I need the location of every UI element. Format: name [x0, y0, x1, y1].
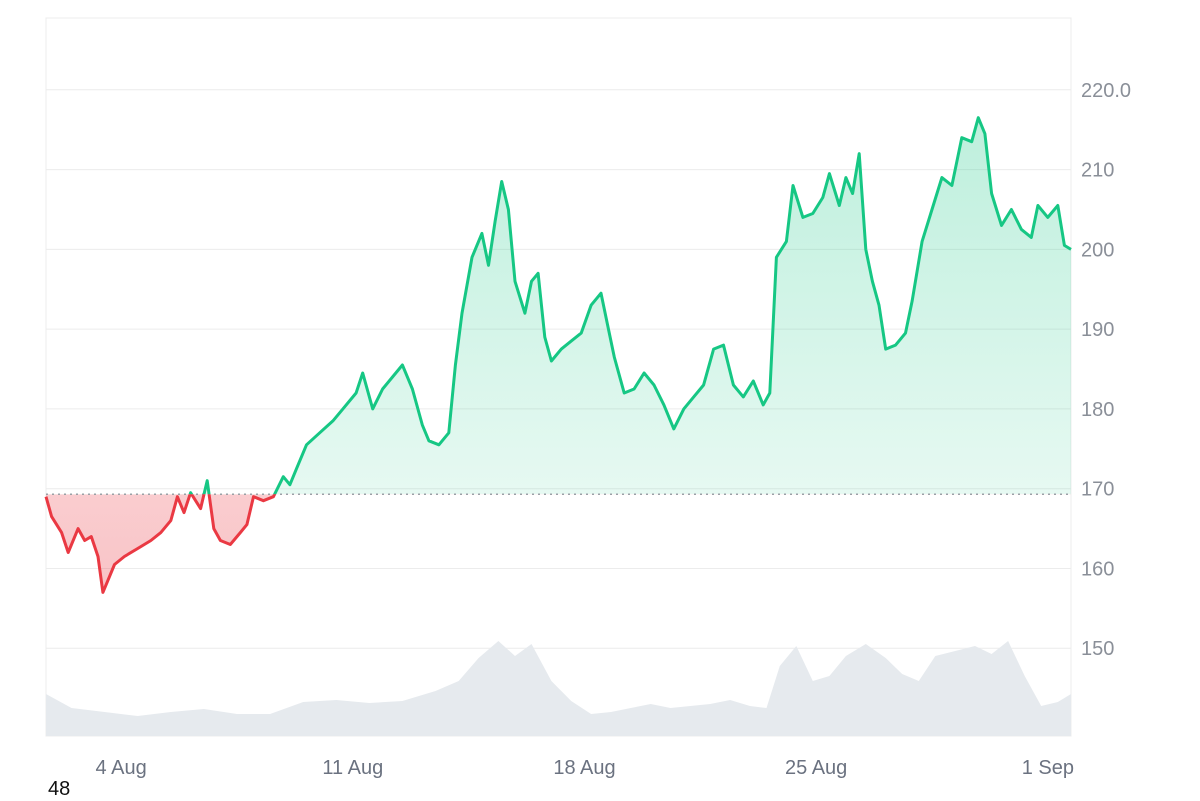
footer-label: 48	[48, 778, 71, 800]
volume-area	[46, 641, 1071, 736]
y-axis-ticks: 150 160 170 180 190 200 210 220.0	[1081, 80, 1131, 660]
x-tick-label: 25 Aug	[785, 757, 847, 779]
price-fill-below-baseline	[46, 494, 1071, 593]
y-tick-label: 150	[1081, 638, 1114, 660]
y-tick-label: 200	[1081, 239, 1114, 261]
y-tick-label: 190	[1081, 319, 1114, 341]
y-tick-label: 170	[1081, 479, 1114, 501]
y-tick-label: 160	[1081, 558, 1114, 580]
x-tick-label: 4 Aug	[96, 757, 147, 779]
x-tick-label: 1 Sep	[1022, 757, 1074, 779]
x-tick-label: 18 Aug	[553, 757, 615, 779]
price-line-above-baseline	[188, 116, 1072, 495]
x-tick-label: 11 Aug	[322, 757, 383, 779]
y-tick-label: 210	[1081, 160, 1114, 182]
x-axis-ticks: 4 Aug 11 Aug 18 Aug 25 Aug 1 Sep	[96, 757, 1074, 779]
y-tick-label: 220.0	[1081, 80, 1131, 102]
price-fill-above-baseline	[190, 117, 1071, 495]
y-tick-label: 180	[1081, 399, 1114, 421]
